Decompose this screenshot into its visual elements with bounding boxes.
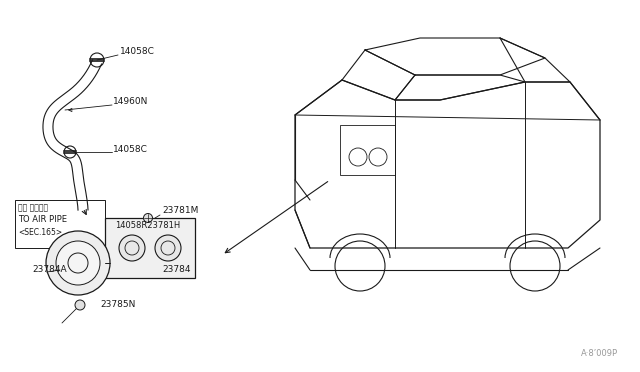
Circle shape [143, 214, 152, 222]
Text: 14058C: 14058C [113, 144, 148, 154]
Text: TO AIR PIPE: TO AIR PIPE [18, 215, 67, 224]
Bar [15, 200, 105, 248]
Text: エア パイプへ: エア パイプへ [18, 203, 48, 212]
Text: 23781M: 23781M [162, 206, 198, 215]
Text: 23785N: 23785N [100, 300, 136, 309]
Text: A·8’009P: A·8’009P [581, 349, 618, 358]
Text: <SEC.165>: <SEC.165> [18, 228, 62, 237]
Circle shape [46, 231, 110, 295]
Circle shape [155, 235, 181, 261]
Text: 14960N: 14960N [113, 97, 148, 106]
Text: 23784A: 23784A [32, 265, 67, 274]
Text: 23784: 23784 [162, 265, 191, 274]
Circle shape [75, 300, 85, 310]
Bar [340, 125, 395, 175]
Circle shape [119, 235, 145, 261]
Circle shape [56, 241, 100, 285]
Text: 14058C: 14058C [120, 48, 155, 57]
Bar [105, 218, 195, 278]
Text: 14058R23781H: 14058R23781H [115, 221, 180, 230]
